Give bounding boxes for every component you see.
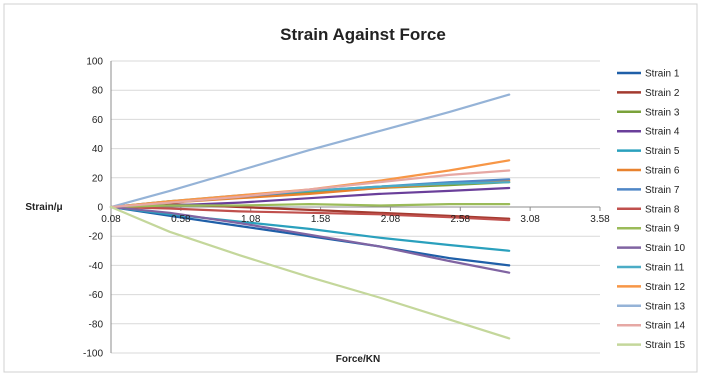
series-line-strain-9 <box>109 203 511 209</box>
x-tick-label: 3.08 <box>520 214 540 225</box>
series-line-strain-10 <box>109 205 511 274</box>
legend-label: Strain 15 <box>645 340 685 351</box>
legend-label: Strain 1 <box>645 69 680 80</box>
y-tick-label: -20 <box>89 232 104 243</box>
series-line-strain-13 <box>109 93 511 209</box>
legend-item-strain-4: Strain 4 <box>617 127 680 138</box>
legend-label: Strain 14 <box>645 321 685 332</box>
legend-item-strain-5: Strain 5 <box>617 146 680 157</box>
legend-item-strain-12: Strain 12 <box>617 282 685 293</box>
x-tick-label: 0.58 <box>171 214 191 225</box>
series-line-strain-14 <box>109 169 511 209</box>
y-tick-label: 40 <box>92 144 104 155</box>
series-lines <box>109 93 511 340</box>
legend-item-strain-3: Strain 3 <box>617 107 680 118</box>
legend-label: Strain 8 <box>645 204 680 215</box>
legend-item-strain-11: Strain 11 <box>617 263 685 274</box>
legend-item-strain-7: Strain 7 <box>617 185 680 196</box>
legend-item-strain-14: Strain 14 <box>617 321 685 332</box>
y-tick-label: 0 <box>97 203 103 214</box>
legend-label: Strain 9 <box>645 224 680 235</box>
legend-item-strain-1: Strain 1 <box>617 69 680 80</box>
legend-item-strain-2: Strain 2 <box>617 88 680 99</box>
series-line-strain-1 <box>109 205 511 267</box>
series-line-strain-8 <box>109 205 511 222</box>
legend-label: Strain 5 <box>645 146 680 157</box>
y-tick-label: -40 <box>89 261 104 272</box>
series-line-strain-5 <box>109 205 511 252</box>
series-line-strain-2 <box>109 203 511 220</box>
legend-label: Strain 2 <box>645 88 680 99</box>
legend: Strain 1 Strain 2 Strain 3 Strain 4 Strain 5… <box>617 69 685 351</box>
legend-label: Strain 12 <box>645 282 685 293</box>
legend-label: Strain 13 <box>645 301 685 312</box>
legend-item-strain-9: Strain 9 <box>617 224 680 235</box>
x-tick-label: 1.08 <box>241 214 261 225</box>
y-tick-label: 60 <box>92 115 104 126</box>
chart-title: Strain Against Force <box>280 25 446 44</box>
series-line-strain-15 <box>109 205 511 340</box>
y-axis-title: Strain/μ <box>25 202 62 213</box>
y-tick-label: -80 <box>89 319 104 330</box>
legend-label: Strain 11 <box>645 263 685 274</box>
tick-labels: 100 80 60 40 20 0 -20 -40 -60 -80 -100 0.08 0.58 1.08… <box>83 57 610 360</box>
legend-item-strain-8: Strain 8 <box>617 204 680 215</box>
legend-label: Strain 6 <box>645 166 680 177</box>
legend-item-strain-10: Strain 10 <box>617 243 685 254</box>
y-tick-label: 20 <box>92 173 104 184</box>
legend-item-strain-15: Strain 15 <box>617 340 685 351</box>
legend-label: Strain 4 <box>645 127 680 138</box>
x-tick-label: 2.58 <box>451 214 471 225</box>
x-tick-label: 3.58 <box>590 214 610 225</box>
y-tick-label: -60 <box>89 290 104 301</box>
legend-item-strain-6: Strain 6 <box>617 166 680 177</box>
x-axis-title: Force/KN <box>336 354 380 365</box>
x-tick-label: 2.08 <box>381 214 401 225</box>
x-tick-label: 0.08 <box>101 214 121 225</box>
legend-label: Strain 10 <box>645 243 685 254</box>
y-tick-label: -100 <box>83 349 103 360</box>
legend-label: Strain 7 <box>645 185 680 196</box>
legend-label: Strain 3 <box>645 107 680 118</box>
y-tick-label: 100 <box>86 57 103 68</box>
y-tick-label: 80 <box>92 86 104 97</box>
legend-item-strain-13: Strain 13 <box>617 301 685 312</box>
x-tick-label: 1.58 <box>311 214 331 225</box>
